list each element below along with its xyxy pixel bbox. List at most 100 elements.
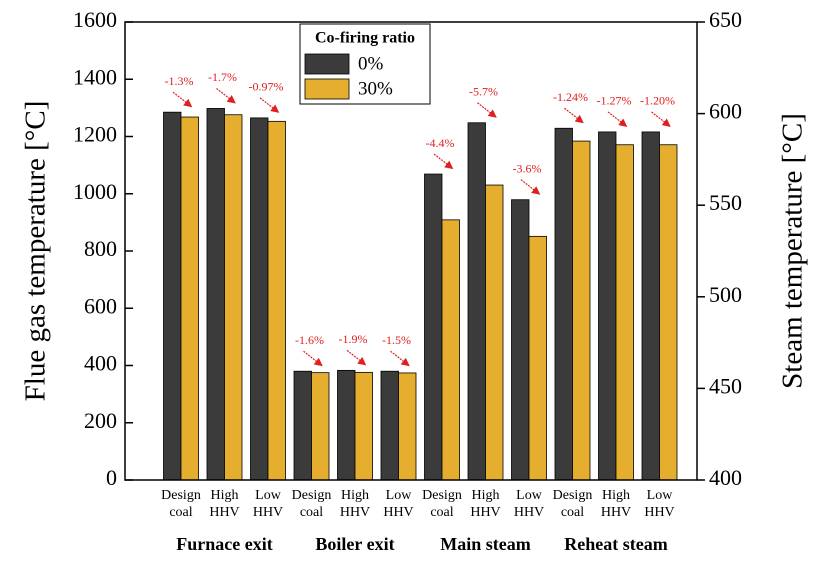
x-tick-label: Design coal — [161, 488, 201, 520]
annotation-arrow — [433, 153, 454, 170]
x-tick-label: Low HHV — [253, 488, 283, 520]
annotation: -1.9% — [339, 332, 368, 346]
annotation: -1.7% — [208, 70, 237, 84]
y-tick-label: 0 — [106, 465, 117, 490]
annotation-arrow — [520, 179, 541, 195]
x-tick-label-line: coal — [430, 505, 453, 520]
bar — [424, 173, 443, 481]
x-tick-label: Low HHV — [514, 488, 544, 520]
y-tick-label: 400 — [84, 351, 117, 376]
x-tick-label: Design coal — [422, 488, 462, 520]
y-tick-label: 600 — [84, 293, 117, 318]
annotation-arrow — [607, 111, 628, 127]
x-tick-label-line: High — [211, 488, 239, 503]
bar — [354, 371, 373, 481]
x-tick-label: High HHV — [470, 488, 500, 520]
annotation-arrow — [172, 91, 193, 108]
x-tick-label: High HHV — [601, 488, 631, 520]
y-tick-label: 1200 — [73, 122, 117, 147]
bar — [380, 370, 399, 481]
bar — [250, 117, 269, 481]
annotation-arrow — [477, 102, 497, 118]
bar — [485, 184, 504, 481]
group-label: Reheat steam — [564, 534, 667, 554]
annotation: -1.3% — [165, 74, 194, 88]
x-tick-label-line: coal — [169, 505, 192, 520]
x-tick-label: Design coal — [553, 488, 593, 520]
annotation: -5.7% — [469, 85, 498, 99]
bar — [598, 131, 617, 481]
x-tick-label: High HHV — [209, 488, 239, 520]
bar — [180, 116, 199, 481]
x-tick-label-line: coal — [300, 505, 323, 520]
annotation: -1.5% — [382, 333, 411, 347]
bar — [224, 114, 243, 481]
y2-axis-title: Steam temperature [°C] — [777, 113, 809, 389]
annotation-arrow — [216, 87, 236, 104]
annotation: -1.6% — [295, 333, 324, 347]
x-tick-label-line: Design — [422, 488, 462, 503]
annotation-arrow — [651, 111, 671, 127]
y2-tick-label: 500 — [709, 282, 742, 307]
bar — [267, 120, 286, 481]
x-tick-label: High HHV — [340, 488, 370, 520]
annotation: -4.4% — [426, 136, 455, 150]
bar — [311, 372, 330, 481]
bar — [659, 144, 678, 481]
legend-label: 30% — [358, 78, 393, 99]
x-tick-label-line: HHV — [514, 505, 544, 520]
x-tick-label-line: HHV — [209, 505, 239, 520]
annotation-arrow — [390, 350, 410, 367]
y2-tick-label: 450 — [709, 373, 742, 398]
annotation-arrow — [303, 350, 323, 367]
bar — [163, 111, 182, 481]
x-tick-label-line: Low — [255, 488, 282, 503]
bar — [554, 127, 573, 481]
legend-swatch — [304, 78, 350, 100]
group-label: Boiler exit — [315, 534, 394, 554]
x-tick-label-line: HHV — [383, 505, 413, 520]
x-tick-label-line: Low — [516, 488, 543, 503]
bar — [398, 372, 417, 481]
x-tick-label-line: High — [602, 488, 630, 503]
x-tick-label-line: HHV — [601, 505, 631, 520]
bar — [441, 219, 460, 481]
bar — [615, 144, 634, 481]
y-tick-label: 1000 — [73, 179, 117, 204]
x-tick-label-line: Design — [161, 488, 201, 503]
y2-tick-label: 550 — [709, 190, 742, 215]
bar — [641, 131, 660, 481]
bar — [572, 140, 591, 481]
y2-tick-label: 650 — [709, 7, 742, 32]
x-tick-label-line: Low — [647, 488, 674, 503]
y-tick-label: 1400 — [73, 64, 117, 89]
x-tick-label-line: High — [341, 488, 369, 503]
x-tick-label-line: HHV — [470, 505, 500, 520]
x-tick-label: Low HHV — [383, 488, 413, 520]
bar — [467, 122, 486, 481]
bar — [206, 108, 225, 481]
annotation: -1.27% — [597, 94, 632, 108]
annotation: -0.97% — [249, 80, 284, 94]
bar — [511, 199, 530, 481]
x-tick-label: Design coal — [292, 488, 332, 520]
x-tick-label-line: HHV — [253, 505, 283, 520]
x-tick-label-line: coal — [561, 505, 584, 520]
annotation: -1.20% — [640, 94, 675, 108]
group-label: Furnace exit — [176, 534, 272, 554]
legend-title: Co-firing ratio — [315, 30, 415, 47]
legend-label: 0% — [358, 53, 384, 74]
x-tick-label-line: HHV — [340, 505, 370, 520]
y-tick-label: 200 — [84, 408, 117, 433]
y2-tick-label: 400 — [709, 465, 742, 490]
y-tick-label: 800 — [84, 236, 117, 261]
annotation-arrow — [564, 107, 584, 124]
x-tick-label-line: HHV — [644, 505, 674, 520]
legend-swatch — [304, 53, 350, 75]
bar — [337, 369, 356, 481]
bar — [528, 235, 547, 481]
annotation-arrow — [259, 97, 280, 113]
x-tick-label-line: Low — [386, 488, 413, 503]
bar — [293, 370, 312, 481]
